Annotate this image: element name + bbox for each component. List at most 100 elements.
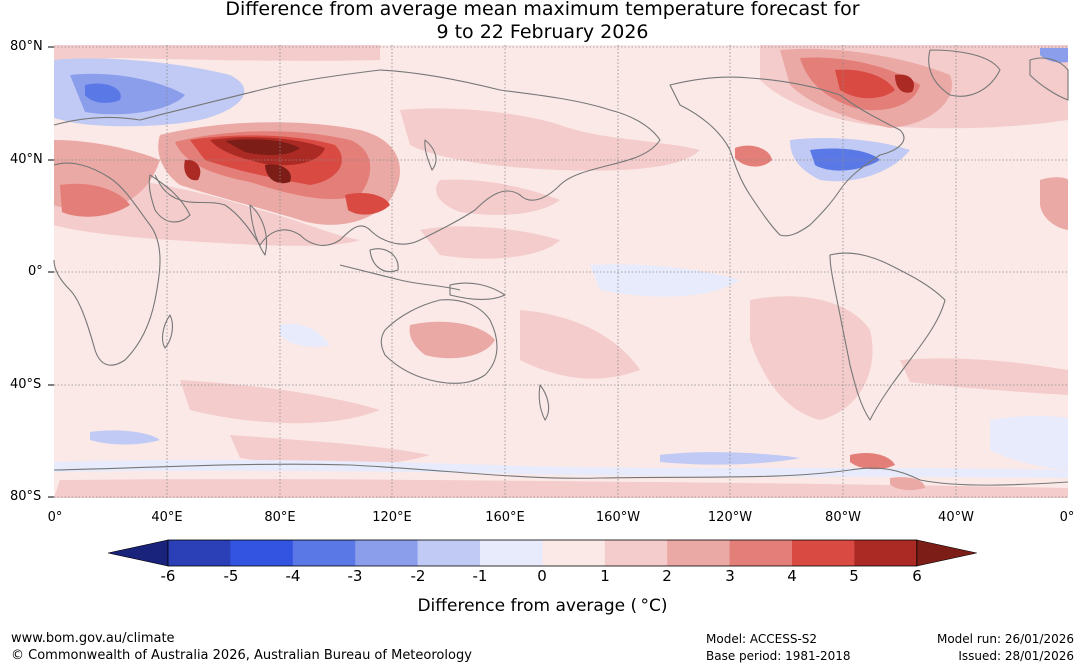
lat-ticks [48, 46, 54, 498]
coastline-india [249, 204, 268, 256]
lon-label-0-right: 0° [1059, 510, 1075, 525]
anomaly-zone [436, 179, 560, 215]
colorbar-tick-label: 1 [600, 567, 610, 585]
lon-label-80w: 80°W [825, 510, 861, 525]
copyright-text: © Commonwealth of Australia 2026, Austra… [11, 648, 472, 663]
coastlines [53, 49, 1069, 486]
model-run-text: Model run: 26/01/2026 [936, 632, 1074, 646]
coastline-greenland [928, 49, 1001, 97]
anomaly-zone [60, 183, 130, 217]
lat-label-80n: 80°N [10, 39, 43, 54]
coastline-antarctica [53, 463, 1069, 486]
colorbar-segment [792, 540, 855, 566]
anomaly-zone [890, 477, 925, 491]
coastline-madagascar [161, 314, 174, 349]
colorbar-arrow-high [916, 539, 977, 567]
anomaly-fields [54, 45, 1068, 498]
colorbar-segment [417, 540, 481, 566]
colorbar-tick-label: -5 [223, 567, 239, 585]
anomaly-zone [54, 479, 1068, 498]
colorbar-arrow-low [107, 539, 169, 567]
colorbar-segment [480, 540, 543, 566]
colorbar-tick-label: -1 [472, 567, 488, 585]
colorbar-tick-label: 2 [662, 567, 672, 585]
coastline-eurasia [53, 69, 661, 246]
anomaly-zone [409, 321, 495, 359]
coastline-south-america [829, 252, 946, 421]
lon-label-160w: 160°W [595, 510, 641, 525]
anomaly-zone [900, 358, 1068, 395]
colorbar-tick-label: 6 [912, 567, 922, 585]
anomaly-zone [1040, 177, 1068, 230]
issued-text: Issued: 28/01/2026 [958, 649, 1074, 663]
lon-label-40w: 40°W [938, 510, 974, 525]
colorbar-segment [667, 540, 731, 566]
colorbar-segment [604, 540, 668, 566]
coastline-japan [424, 139, 437, 171]
lon-label-0-left: 0° [47, 510, 63, 525]
title-line-2: 9 to 22 February 2026 [436, 21, 649, 43]
anomaly-zone [850, 453, 895, 470]
coastline-new-zealand [538, 384, 550, 421]
coastline-north-america [669, 76, 905, 237]
colorbar-tick-label: 0 [537, 567, 547, 585]
colorbar [107, 539, 977, 567]
colorbar-segment [292, 540, 356, 566]
anomaly-zone [420, 226, 560, 259]
anomaly-zone [85, 83, 121, 103]
anomaly-zone [735, 145, 772, 167]
anomaly-zone [520, 310, 640, 379]
colorbar-tick-label: 3 [725, 567, 735, 585]
model-text: Model: ACCESS-S2 [706, 632, 818, 646]
anomaly-zone [400, 108, 700, 171]
colorbar-tick-label: -4 [285, 567, 301, 585]
anomaly-zone [895, 74, 915, 93]
coastline-borneo [369, 248, 399, 273]
lon-label-120w: 120°W [707, 510, 753, 525]
coastline-new-guinea [449, 282, 506, 301]
colorbar-segment [230, 540, 294, 566]
lon-label-120e: 120°E [372, 510, 412, 525]
colorbar-tick-label: 4 [787, 567, 797, 585]
anomaly-zone [225, 139, 300, 156]
lon-label-80e: 80°E [264, 510, 296, 525]
colorbar-segment [854, 540, 918, 566]
anomaly-zone [810, 148, 880, 171]
colorbar-segment [168, 540, 231, 566]
base-period-text: Base period: 1981-2018 [706, 649, 851, 663]
anomaly-zone [345, 193, 390, 215]
lon-label-40e: 40°E [151, 510, 183, 525]
colorbar-tick-label: -2 [410, 567, 426, 585]
anomaly-zone [184, 159, 201, 181]
colorbar-segment [542, 540, 606, 566]
coastline-indonesia [339, 264, 461, 291]
coastline-arabia [148, 174, 191, 223]
anomaly-zone [180, 380, 380, 424]
website-text: www.bom.gov.au/climate [11, 631, 175, 646]
anomaly-zone [54, 45, 380, 61]
anomaly-zone [990, 415, 1068, 470]
colorbar-outline [167, 539, 918, 567]
colorbar-tick-label: -3 [347, 567, 363, 585]
title-line-1: Difference from average mean maximum tem… [225, 0, 860, 20]
graticule [54, 45, 1068, 498]
map-title: Difference from average mean maximum tem… [0, 0, 1085, 44]
coastline-scandinavia [1029, 57, 1069, 101]
coastline-australia [380, 299, 498, 384]
anomaly-zone [90, 430, 160, 445]
colorbar-tick-label: 5 [849, 567, 859, 585]
anomaly-zone [835, 69, 895, 99]
anomaly-zone [265, 164, 291, 184]
lat-label-40n: 40°N [10, 152, 43, 167]
colorbar-tick-label: -6 [160, 567, 176, 585]
lat-label-40s: 40°S [10, 377, 42, 392]
colorbar-label: Difference from average ( °C) [417, 596, 668, 616]
coastline-africa [53, 162, 161, 366]
lon-label-160e: 160°E [485, 510, 525, 525]
colorbar-segment [355, 540, 419, 566]
lat-label-80s: 80°S [10, 489, 42, 504]
colorbar-segment [729, 540, 793, 566]
colorbar-segments [107, 539, 977, 567]
anomaly-zone [280, 323, 330, 347]
